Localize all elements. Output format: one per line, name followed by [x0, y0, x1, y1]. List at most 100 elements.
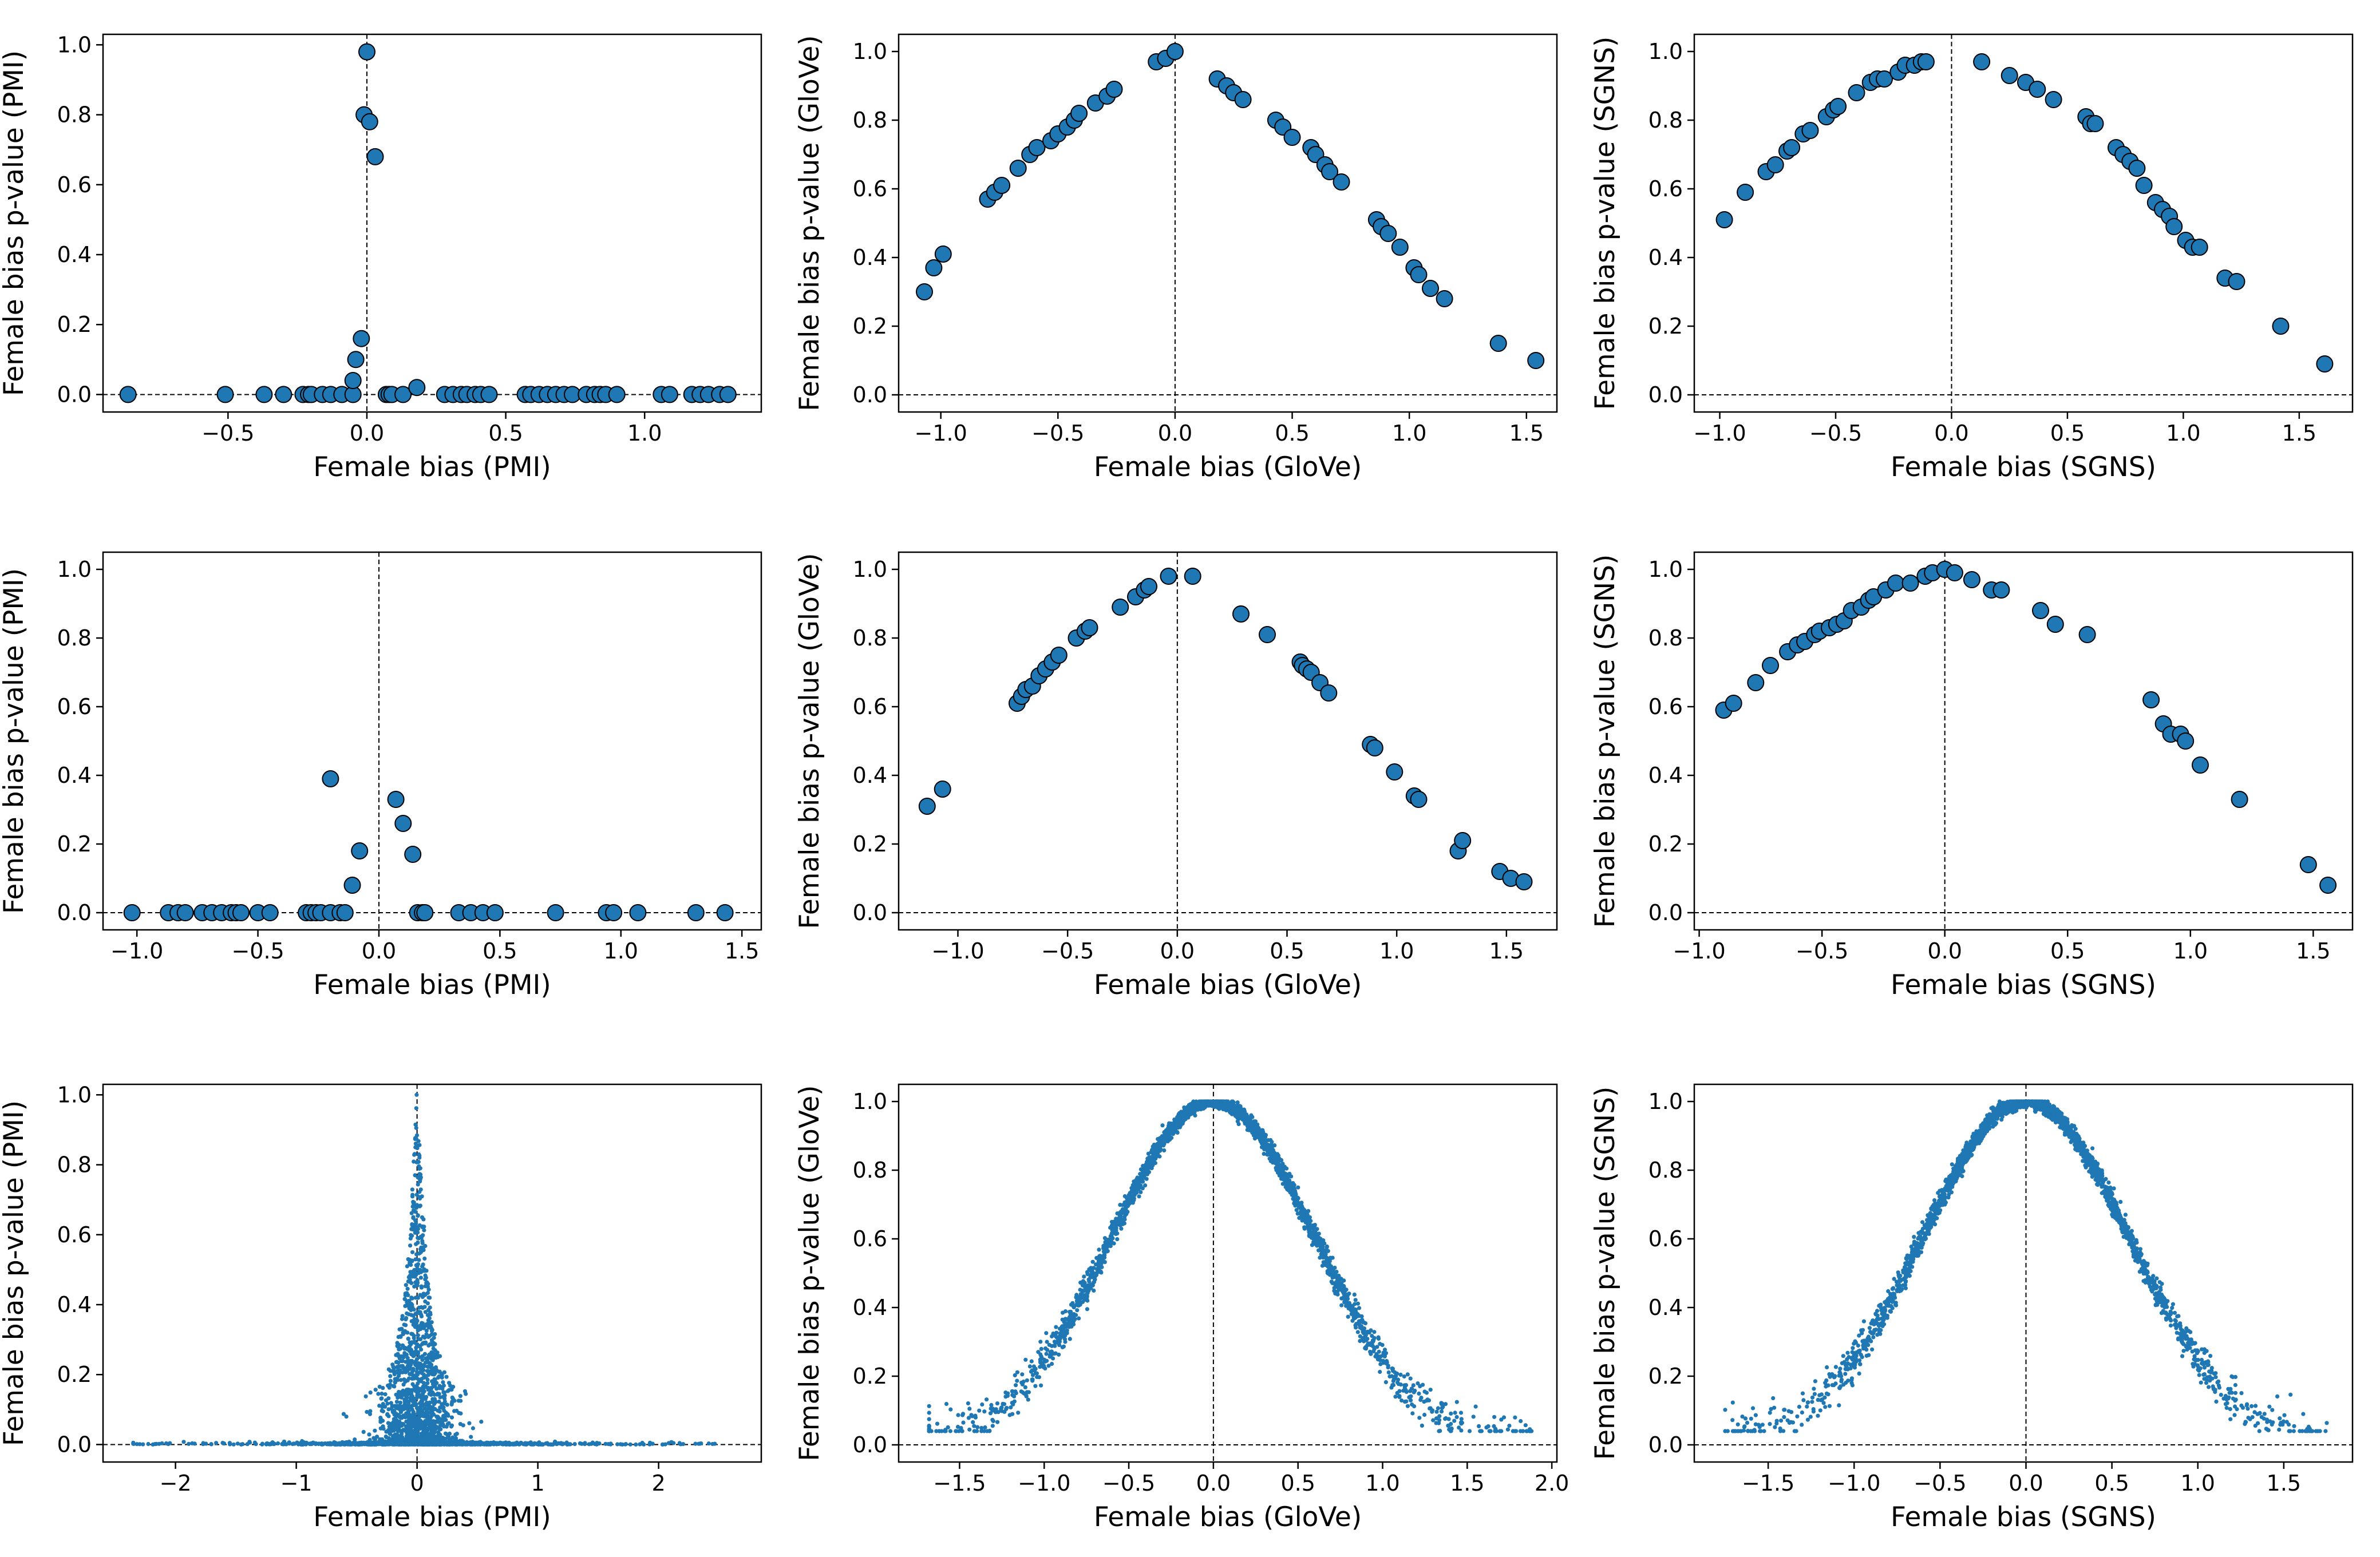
data-point	[1887, 575, 1904, 592]
data-point	[502, 1441, 507, 1446]
data-point	[119, 386, 137, 403]
data-point	[1060, 1317, 1065, 1322]
data-point	[1097, 1247, 1101, 1252]
data-point	[990, 1424, 995, 1428]
data-point	[1050, 1361, 1054, 1366]
data-point	[1077, 1316, 1081, 1321]
data-point	[392, 1412, 397, 1417]
data-point	[410, 1258, 414, 1263]
y-tick-label: 0.8	[57, 102, 92, 128]
data-point	[398, 1429, 403, 1433]
data-point	[450, 1385, 454, 1390]
axes-frame	[102, 1083, 762, 1463]
x-tick-label: 0.0	[1160, 938, 1195, 964]
data-point	[402, 1400, 407, 1404]
data-point	[123, 904, 141, 921]
y-ticks: 0.00.20.40.60.81.0	[57, 557, 103, 925]
data-point	[1449, 1411, 1453, 1416]
data-point	[362, 1442, 367, 1447]
data-point	[1140, 578, 1157, 595]
data-point	[146, 1441, 151, 1447]
data-point	[1113, 1231, 1118, 1237]
y-tick-label: 0.0	[1648, 382, 1683, 407]
y-tick-label: 0.0	[57, 900, 92, 925]
data-point	[1390, 1383, 1395, 1388]
reference-lines	[1694, 552, 2353, 930]
data-point	[421, 1262, 425, 1267]
data-point	[1438, 1429, 1442, 1433]
data-point	[216, 386, 234, 403]
data-point	[1143, 1183, 1148, 1188]
data-point	[417, 1258, 421, 1262]
data-point	[925, 259, 943, 276]
data-point	[1039, 1346, 1043, 1351]
y-tick-label: 0.4	[853, 763, 887, 788]
data-point	[979, 1425, 984, 1431]
data-point	[1296, 1185, 1300, 1190]
data-point	[1105, 81, 1123, 98]
data-point	[367, 1432, 371, 1437]
data-point	[410, 1431, 415, 1436]
data-point	[410, 1274, 415, 1279]
data-point	[560, 1442, 565, 1447]
data-point	[687, 904, 705, 921]
data-point	[1090, 1259, 1095, 1264]
data-point	[430, 1397, 435, 1401]
data-point	[434, 1356, 438, 1360]
data-point	[410, 1360, 415, 1364]
data-point	[442, 1396, 447, 1401]
data-point	[405, 1330, 410, 1335]
data-point	[413, 1122, 418, 1127]
data-point	[426, 1373, 430, 1377]
x-tick-label: 0.5	[1270, 938, 1304, 964]
data-point	[373, 1388, 378, 1392]
data-point	[397, 1346, 402, 1351]
axes-frame	[898, 33, 1558, 413]
data-point	[397, 1356, 402, 1361]
data-point	[430, 1390, 434, 1394]
data-point	[373, 1428, 377, 1433]
data-point	[441, 1415, 446, 1419]
data-point	[410, 1302, 414, 1307]
data-point	[1085, 1307, 1089, 1312]
data-point	[959, 1426, 963, 1431]
data-point	[415, 1344, 420, 1348]
data-point	[383, 1392, 388, 1397]
y-ticks: 0.00.20.40.60.81.0	[1648, 39, 1694, 407]
data-point	[1374, 1352, 1379, 1357]
data-point	[985, 1397, 989, 1402]
data-point	[404, 1438, 409, 1443]
data-point	[428, 1334, 432, 1338]
data-point	[2316, 355, 2334, 373]
data-point	[389, 1441, 393, 1447]
y-tick-label: 1.0	[1648, 557, 1683, 582]
data-point	[1398, 1372, 1403, 1377]
data-point	[416, 1438, 420, 1443]
data-point	[582, 1441, 587, 1446]
data-point	[427, 1316, 432, 1321]
data-point	[956, 1413, 960, 1417]
data-point	[137, 1442, 142, 1447]
data-point	[491, 1441, 495, 1445]
panel-5: −1.0 −0.5 0.0 0.5 1.0 1.50.00.20.40.60.81.0Fe…	[794, 551, 1558, 1001]
data-point	[544, 1441, 549, 1446]
data-point	[671, 1441, 676, 1445]
data-point	[420, 1342, 425, 1346]
data-point	[1422, 280, 1439, 297]
data-point	[181, 1440, 186, 1444]
y-ticks: 0.00.20.40.60.81.0	[57, 1082, 103, 1457]
data-point	[458, 1394, 463, 1398]
data-point	[1397, 1394, 1402, 1399]
data-point	[388, 1432, 392, 1436]
data-point	[409, 1308, 413, 1312]
data-point	[168, 1441, 172, 1445]
data-point	[430, 1358, 435, 1362]
data-point	[247, 1440, 252, 1444]
data-point	[379, 1441, 384, 1447]
data-point	[406, 1400, 411, 1405]
data-point	[1015, 1378, 1019, 1383]
data-point	[433, 1428, 437, 1432]
data-point	[414, 1320, 418, 1325]
data-point	[426, 1295, 431, 1300]
data-point	[1436, 1406, 1440, 1411]
